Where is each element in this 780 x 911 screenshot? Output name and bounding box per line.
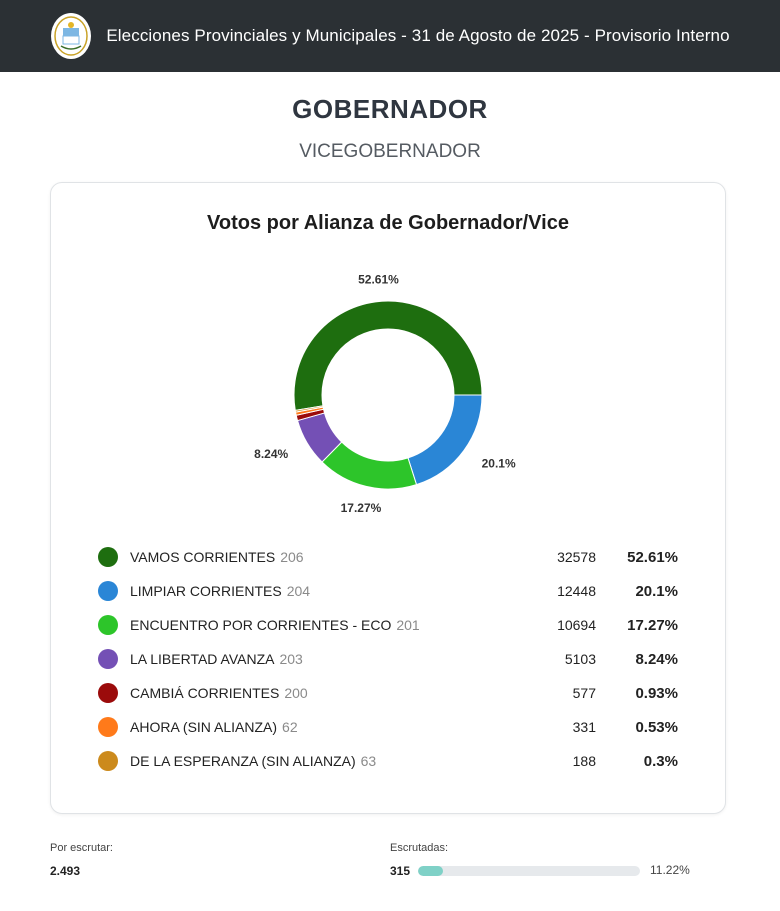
legend-party-number: 63 [360,753,377,769]
legend-percent: 20.1% [635,582,678,600]
legend-party-name: VAMOS CORRIENTES [130,549,276,565]
legend-swatch [98,547,118,567]
legend-votes: 10694 [557,617,596,633]
donut-slice-3[interactable] [321,441,418,490]
legend-swatch [98,751,118,771]
legend-percent: 0.53% [635,718,678,736]
donut-chart: 52.61% 20.1% 17.27% 8.24% [254,272,516,515]
donut-slice-label-1: 52.61% [358,272,399,286]
legend-votes: 5103 [564,651,596,667]
legend-swatch [98,683,118,703]
legend-row[interactable]: ENCUENTRO POR CORRIENTES - ECO 201 10694 17… [98,608,688,642]
legend-votes: 331 [572,719,596,735]
top-bar: Elecciones Provinciales y Municipales - … [0,0,780,72]
escrutadas-progress-bar [418,866,640,876]
donut-slice-1[interactable] [293,300,483,411]
legend-party-number: 206 [280,549,304,565]
legend-percent: 0.93% [635,684,678,702]
donut-slice-label-4: 8.24% [254,447,288,461]
legend-party-number: 204 [286,583,311,599]
escrutadas-label: Escrutadas: [390,842,449,854]
legend-row[interactable]: LIMPIAR CORRIENTES 204 12448 20.1% [98,574,688,608]
legend-percent: 17.27% [627,616,678,634]
legend-percent: 52.61% [627,548,678,566]
escrutadas-value: 315 [390,864,411,878]
donut-slice-label-2: 20.1% [482,456,516,470]
legend-party-name: LA LIBERTAD AVANZA [130,651,275,667]
legend-row[interactable]: AHORA (SIN ALIANZA) 62 331 0.53% [98,710,688,744]
donut-slice-7[interactable] [294,405,324,413]
legend-row[interactable]: LA LIBERTAD AVANZA 203 5103 8.24% [98,642,688,676]
legend-row[interactable]: DE LA ESPERANZA (SIN ALIANZA) 63 188 0.3% [98,744,688,778]
legend-votes: 32578 [557,549,596,565]
legend-party-name: ENCUENTRO POR CORRIENTES - ECO [130,617,392,633]
legend-row[interactable]: VAMOS CORRIENTES 206 32578 52.61% [98,540,688,574]
chart-title: Votos por Alianza de Gobernador/Vice [207,212,569,234]
legend-percent: 0.3% [643,752,678,770]
legend-swatch [98,717,118,737]
results-card [50,182,726,814]
results-legend: VAMOS CORRIENTES 206 32578 52.61% LIMPIAR CO… [98,540,688,778]
legend-party-number: 203 [279,651,303,667]
provincial-seal-icon [50,12,92,60]
legend-party-name: LIMPIAR CORRIENTES [130,583,282,599]
legend-row[interactable]: CAMBIÁ CORRIENTES 200 577 0.93% [98,676,688,710]
legend-party-number: 200 [284,685,308,701]
legend-swatch [98,649,118,669]
legend-party-name: CAMBIÁ CORRIENTES [130,685,280,701]
tab-vicegobernador[interactable]: VICEGOBERNADOR [299,141,481,162]
legend-party-name: DE LA ESPERANZA (SIN ALIANZA) [130,753,356,769]
legend-party-number: 201 [396,617,420,633]
donut-slice-label-3: 17.27% [341,501,382,515]
legend-votes: 12448 [557,583,596,599]
legend-swatch [98,581,118,601]
legend-swatch [98,615,118,635]
legend-party-name: AHORA (SIN ALIANZA) [130,719,278,735]
escrutadas-progress-fill [418,866,443,876]
legend-party-number: 62 [282,719,298,735]
por-escrutar-label: Por escrutar: [50,842,113,854]
legend-percent: 8.24% [635,650,678,668]
legend-votes: 188 [572,753,596,769]
por-escrutar-value: 2.493 [50,864,81,878]
page-title: Elecciones Provinciales y Municipales - … [106,26,730,45]
donut-slice-2[interactable] [407,394,483,486]
legend-votes: 577 [572,685,596,701]
tab-gobernador[interactable]: GOBERNADOR [292,94,488,124]
escrutadas-percent: 11.22% [650,863,690,877]
